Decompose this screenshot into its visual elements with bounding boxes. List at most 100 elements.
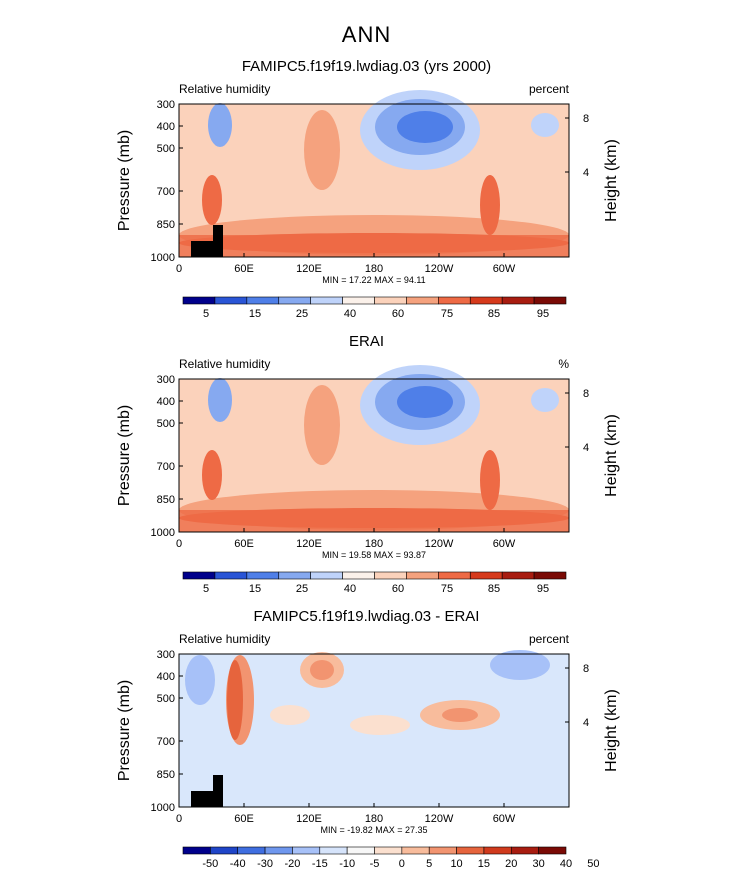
colorbar-swatch [346,846,375,855]
chart-title: ERAI [348,333,384,350]
y-tick-label: 850 [157,494,175,506]
colorbar-swatch [533,571,567,580]
colorbar-swatch [438,571,471,580]
terrain-mask [191,791,213,807]
colorbar-swatch [319,846,348,855]
colorbar-swatch [237,846,266,855]
left-label: Relative humidity [179,357,271,371]
colorbar-label: 85 [488,308,500,320]
colorbar-label: 40 [344,583,356,595]
y-tick-label: 300 [157,374,175,386]
y2-tick-label: 4 [583,167,589,179]
colorbar-swatch [510,846,539,855]
colorbar-swatch [428,846,457,855]
y-tick-label: 300 [157,99,175,111]
x-tick-label: 120E [296,538,322,550]
colorbar-swatch [538,846,567,855]
colorbar-swatch [483,846,512,855]
min-max-stats: MIN = -19.82 MAX = 27.35 [320,825,427,835]
colorbar-label: 0 [399,858,405,870]
min-max-stats: MIN = 17.22 MAX = 94.11 [322,275,425,285]
x-tick-label: 60W [493,538,516,550]
contour-region [531,113,559,137]
y-tick-label: 500 [157,418,175,430]
x-tick-label: 120W [425,538,454,550]
colorbar-swatch [182,846,211,855]
contour-region [310,660,334,680]
left-label: Relative humidity [179,632,271,646]
colorbar-swatch [374,571,407,580]
x-tick-label: 180 [365,813,383,825]
contour-region [179,235,569,257]
colorbar-label: -15 [312,858,328,870]
colorbar-label: 95 [537,308,549,320]
colorbar-swatch [501,296,535,305]
contour-region [480,450,500,510]
colorbar-swatch [214,571,248,580]
colorbar-swatch [469,296,503,305]
contour-region [350,715,410,735]
chart-title: FAMIPC5.f19f19.lwdiag.03 - ERAI [253,608,480,625]
colorbar-label: 85 [488,583,500,595]
contour-region [202,175,222,225]
colorbar-swatch [246,571,280,580]
y-axis-label: Pressure (mb) [116,680,133,781]
chart-title: FAMIPC5.f19f19.lwdiag.03 (yrs 2000) [241,58,492,75]
colorbar-label: 40 [344,308,356,320]
heatmap-svg: 0 60E 120E 180 120W 60W300400500700850100084P… [116,649,620,870]
x-tick-label: 60W [493,813,516,825]
colorbar-swatch [406,296,439,305]
y-tick-label: 300 [157,649,175,661]
contour-region [397,111,453,143]
x-tick-label: 60E [234,538,254,550]
contour-region [531,388,559,412]
colorbar-swatch [501,571,535,580]
colorbar-label: -5 [370,858,380,870]
heatmap-svg: 0 60E 120E 180 120W 60W300400500700850100084P… [116,90,620,320]
colorbar-label: 75 [441,583,453,595]
colorbar-label: 15 [249,308,261,320]
terrain-mask [213,775,223,807]
colorbar-swatch [310,571,343,580]
colorbar-swatch [182,571,216,580]
contour-region [480,175,500,235]
right-label: % [558,357,569,371]
x-tick-label: 180 [365,263,383,275]
colorbar-label: 75 [441,308,453,320]
right-label: percent [528,632,569,646]
y-tick-label: 500 [157,693,175,705]
y-tick-label: 500 [157,143,175,155]
y-tick-label: 700 [157,186,175,198]
x-tick-label: 120E [296,813,322,825]
contour-region [227,660,243,740]
y-tick-label: 850 [157,769,175,781]
x-tick-label: 180 [365,538,383,550]
colorbar-label: 20 [505,858,517,870]
colorbar-label: 15 [478,858,490,870]
colorbar-swatch [264,846,293,855]
colorbar-label: 60 [392,308,404,320]
colorbar-label: 25 [296,308,308,320]
colorbar-swatch [406,571,439,580]
colorbar-swatch [374,296,407,305]
colorbar-label: -40 [230,858,246,870]
colorbar-label: -30 [257,858,273,870]
contour-region [202,450,222,500]
y-axis-label: Pressure (mb) [116,130,133,231]
colorbar-swatch [278,571,311,580]
colorbar-swatch [401,846,430,855]
terrain-mask [191,241,213,257]
y-tick-label: 400 [157,671,175,683]
colorbar-label: 5 [203,308,209,320]
contour-region [179,510,569,532]
x-tick-label: 120W [425,813,454,825]
left-label: Relative humidity [179,82,271,96]
x-tick-label: 60W [493,263,516,275]
contour-region [208,378,232,422]
colorbar-label: 95 [537,583,549,595]
x-tick-label: 60E [234,813,254,825]
x-tick-label: 60E [234,263,254,275]
colorbar-swatch [533,296,567,305]
min-max-stats: MIN = 19.58 MAX = 93.87 [322,550,426,560]
x-tick-label: 0 [176,813,182,825]
